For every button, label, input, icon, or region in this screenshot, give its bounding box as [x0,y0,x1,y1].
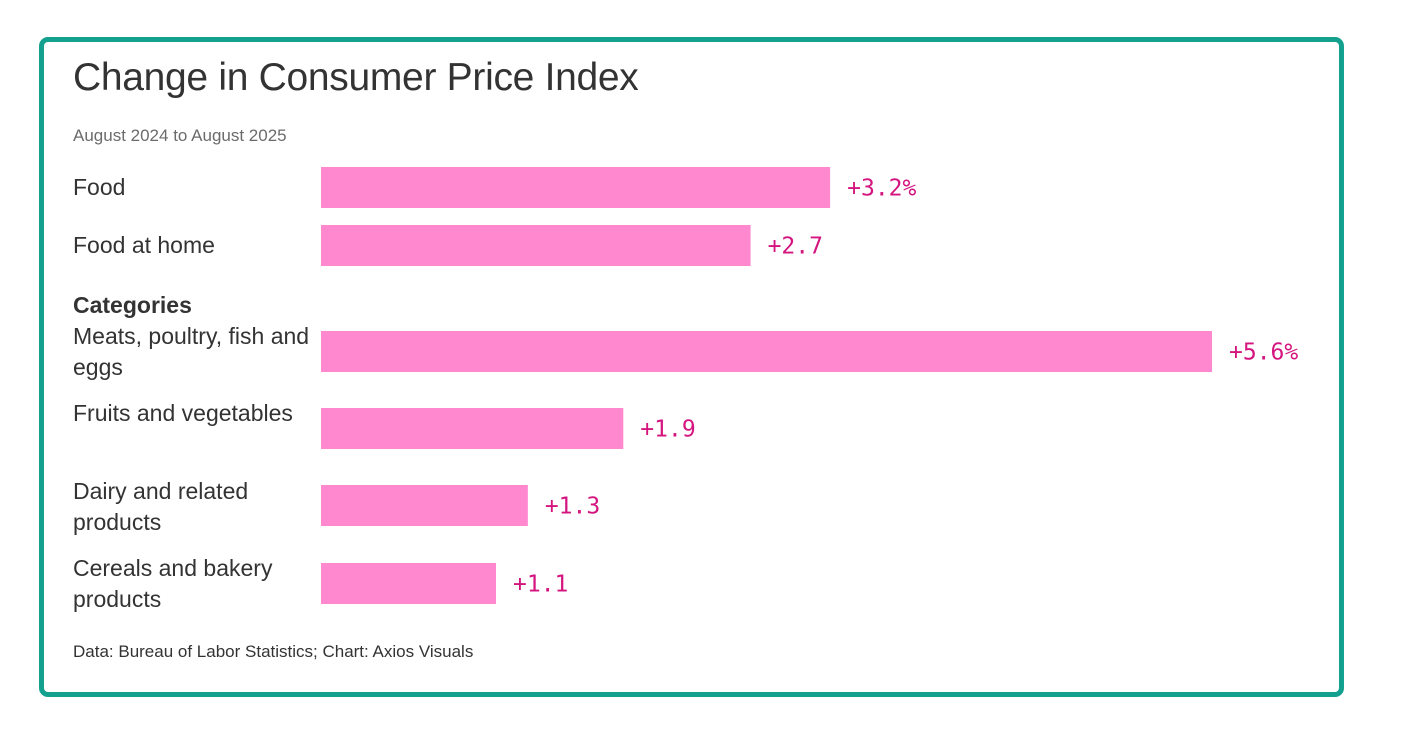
category-label-food-at-home: Food at home [73,232,215,258]
value-label-cereals: +1.1 [513,572,568,598]
chart-title: Change in Consumer Price Index [73,56,639,99]
category-label-meats: Meats, poultry, fish and eggs [73,323,310,380]
bar-food-at-home [321,225,751,266]
value-label-fruits: +1.9 [640,417,695,443]
value-label-meats: +5.6% [1229,340,1298,366]
value-label-food: +3.2% [847,176,916,202]
category-label-cereals: Cereals and bakery products [73,555,273,612]
category-label-fruits: Fruits and vegetables [73,400,293,426]
bar-cereals [321,563,497,604]
bar-fruits [321,408,624,449]
value-label-food-at-home: +2.7 [768,234,823,260]
section-label-categories: Categories [73,292,192,318]
bar-food [321,167,831,208]
bar-dairy [321,485,528,526]
source-footnote: Data: Bureau of Labor Statistics; Chart:… [73,642,474,661]
bar-meats [321,331,1212,372]
chart-subtitle: August 2024 to August 2025 [73,126,287,145]
category-label-dairy: Dairy and related products [73,478,249,535]
category-label-food: Food [73,174,126,200]
value-label-dairy: +1.3 [545,494,600,520]
